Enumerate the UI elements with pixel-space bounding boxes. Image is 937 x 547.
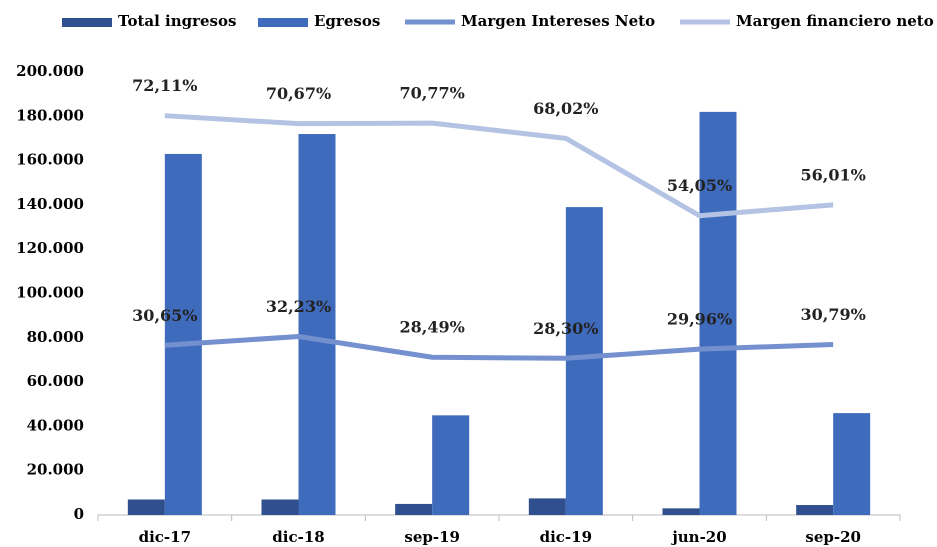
bar <box>432 415 470 515</box>
data-label: 70,67% <box>266 84 331 103</box>
bar <box>395 503 433 515</box>
y-tick-label: 20.000 <box>27 461 84 479</box>
legend-label: Margen Intereses Neto <box>461 12 655 30</box>
bar <box>833 413 871 515</box>
y-tick-label: 140.000 <box>16 195 84 213</box>
bar <box>298 134 336 515</box>
legend-label: Margen financiero neto <box>736 12 934 30</box>
bar <box>699 111 737 516</box>
data-label: 30,65% <box>132 306 197 325</box>
y-tick-label: 100.000 <box>16 284 84 302</box>
bar <box>796 505 834 515</box>
legend-swatch <box>258 18 308 27</box>
data-label: 54,05% <box>667 176 732 195</box>
data-label: 70,77% <box>400 84 465 103</box>
x-tick-label: dic-17 <box>139 528 191 546</box>
y-tick-label: 200.000 <box>16 62 84 80</box>
y-tick-label: 40.000 <box>27 416 84 434</box>
legend-label: Egresos <box>314 12 380 30</box>
bar <box>127 499 165 515</box>
data-label: 68,02% <box>533 99 598 118</box>
data-label: 28,30% <box>533 319 598 338</box>
y-tick-label: 120.000 <box>16 239 84 257</box>
bar <box>261 499 299 515</box>
bar <box>528 498 566 515</box>
bar <box>164 153 202 515</box>
data-label: 72,11% <box>132 76 197 95</box>
bar <box>662 508 700 515</box>
bar <box>565 207 603 516</box>
legend-swatch <box>62 18 112 27</box>
line-series <box>164 334 834 361</box>
y-tick-label: 0 <box>74 505 84 523</box>
line-series <box>164 113 834 219</box>
data-label: 28,49% <box>400 318 465 337</box>
y-tick-label: 160.000 <box>16 151 84 169</box>
data-label: 29,96% <box>667 310 732 329</box>
x-tick-label: sep-20 <box>805 528 861 546</box>
x-tick-label: dic-18 <box>272 528 324 546</box>
x-tick-label: dic-19 <box>540 528 592 546</box>
y-tick-label: 80.000 <box>27 328 84 346</box>
x-tick-label: jun-20 <box>670 528 726 546</box>
data-label: 56,01% <box>801 165 866 184</box>
legend-label: Total ingresos <box>118 12 236 30</box>
y-tick-label: 60.000 <box>27 372 84 390</box>
data-label: 32,23% <box>266 297 331 316</box>
y-tick-label: 180.000 <box>16 106 84 124</box>
x-tick-label: sep-19 <box>404 528 460 546</box>
data-label: 30,79% <box>801 305 866 324</box>
